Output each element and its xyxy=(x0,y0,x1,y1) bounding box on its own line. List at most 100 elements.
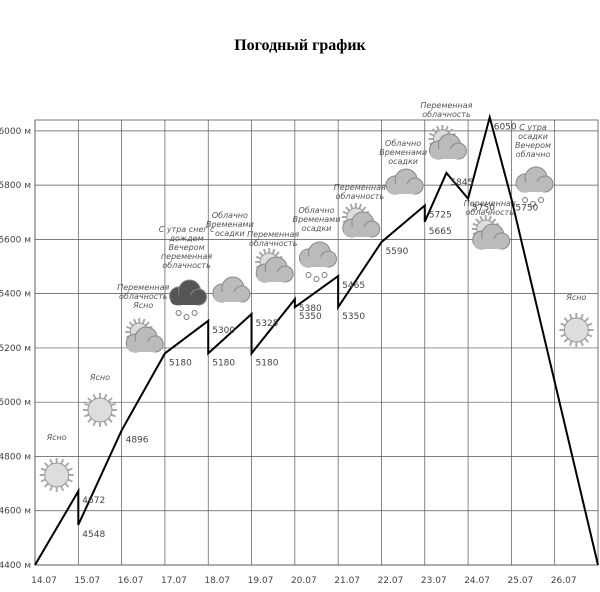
sun-ray xyxy=(560,333,566,338)
sun-ray xyxy=(361,206,367,212)
cloud-base xyxy=(213,292,246,302)
cloud-base xyxy=(127,342,160,352)
annotation-text: Временами xyxy=(379,148,427,157)
annotation-text: Переменная xyxy=(334,183,386,192)
y-tick-label: 4800 м xyxy=(0,452,31,462)
sun-ray xyxy=(67,478,73,483)
value-label: 5350 xyxy=(342,312,365,322)
y-tick-label: 6000 м xyxy=(0,127,31,137)
annotation-text: Вечером xyxy=(515,141,551,150)
value-label: 5300 xyxy=(212,326,235,336)
annotation-text: С утра снег с xyxy=(159,225,215,234)
x-tick-label: 25.07 xyxy=(508,576,534,586)
annotation-text: облачность xyxy=(465,208,514,217)
x-tick-label: 17.07 xyxy=(161,576,187,586)
snowflake xyxy=(313,276,320,282)
annotation-text: Облачно xyxy=(298,206,334,215)
sun-ray xyxy=(40,467,46,472)
annotation-text: Временами xyxy=(293,215,341,224)
sun-ray xyxy=(141,318,146,325)
sun-ray xyxy=(271,248,276,255)
annotation-text: Облачно xyxy=(385,139,421,148)
annotation-text: Ясно xyxy=(46,433,67,442)
annotation-text: осадки xyxy=(518,132,548,141)
annotation-text: Временами xyxy=(206,220,254,229)
sun-ray xyxy=(342,210,348,215)
sun-ray xyxy=(491,218,497,224)
sun-ray xyxy=(429,132,435,137)
cloud-base xyxy=(343,227,376,237)
sun-ray xyxy=(144,321,150,327)
weather-icon xyxy=(515,166,554,207)
snowflake xyxy=(321,272,328,278)
cloud-base xyxy=(300,257,333,267)
annotation-text: облачность xyxy=(119,292,168,301)
sun-ray xyxy=(128,321,134,327)
weather-icon xyxy=(82,393,117,427)
annotation-text: облачно xyxy=(516,150,551,159)
sun-ray xyxy=(43,482,49,488)
value-label: 5725 xyxy=(429,210,452,220)
value-label: 5180 xyxy=(169,358,192,368)
weather-icon xyxy=(471,215,511,250)
value-label: 6050 xyxy=(494,122,517,132)
value-label: 5325 xyxy=(256,319,279,329)
y-tick-label: 5600 м xyxy=(0,235,31,245)
sun-ray xyxy=(580,340,584,347)
sun-ray xyxy=(563,337,569,343)
sun-ray xyxy=(40,478,46,483)
sun-ray xyxy=(580,313,584,320)
line xyxy=(34,113,599,566)
sun-ray xyxy=(107,417,113,423)
sun-ray xyxy=(110,413,117,418)
sun-ray xyxy=(488,215,493,222)
sun-ray xyxy=(110,402,117,407)
weather-icon xyxy=(428,125,467,160)
annotation-text: Переменная xyxy=(117,283,169,292)
value-label: 5380 xyxy=(299,304,322,314)
weather-icon xyxy=(212,276,251,303)
y-tick-label: 5200 м xyxy=(0,344,31,354)
sun-ray xyxy=(349,203,354,210)
annotation-text: Ясно xyxy=(565,293,586,302)
sun xyxy=(563,317,589,343)
value-label: 5180 xyxy=(256,358,279,368)
y-tick-label: 5800 м xyxy=(0,181,31,191)
snowflake xyxy=(175,310,182,316)
y-tick-label: 4600 м xyxy=(0,507,31,517)
sun-ray xyxy=(67,467,73,472)
sun-ray xyxy=(83,413,90,418)
snowflake xyxy=(530,201,537,207)
annotation-text: дождем xyxy=(169,234,204,243)
weather-icon xyxy=(125,318,164,353)
weather-icon xyxy=(39,458,74,492)
chart-title: Погодный график xyxy=(234,37,366,54)
sun-ray xyxy=(479,215,484,222)
y-tick-label: 5000 м xyxy=(0,398,31,408)
annotation-text: Вечером xyxy=(169,243,205,252)
cloud-base xyxy=(170,295,203,305)
y-tick-label: 4400 м xyxy=(0,561,31,571)
y-tick-label: 5400 м xyxy=(0,290,31,300)
weather-icon xyxy=(255,248,294,283)
sun-ray xyxy=(587,333,593,338)
value-label: 4548 xyxy=(82,530,105,540)
sun-ray xyxy=(83,402,90,407)
sun-ray xyxy=(587,322,593,327)
sun-ray xyxy=(568,340,573,347)
sun-ray xyxy=(475,218,481,224)
annotation-text: осадки xyxy=(388,157,418,166)
annotation-text: Ясно xyxy=(89,373,110,382)
annotation-text: облачность xyxy=(249,239,298,248)
sun-ray xyxy=(568,313,573,320)
x-tick-label: 20.07 xyxy=(291,576,317,586)
sun-ray xyxy=(262,248,267,255)
weather-icon xyxy=(385,168,424,195)
sun-ray xyxy=(358,203,363,210)
annotation-text: Переменная xyxy=(464,199,516,208)
snowflake xyxy=(183,314,190,320)
snowflake xyxy=(522,197,529,203)
x-tick-label: 21.07 xyxy=(334,576,360,586)
snowflake xyxy=(305,272,312,278)
